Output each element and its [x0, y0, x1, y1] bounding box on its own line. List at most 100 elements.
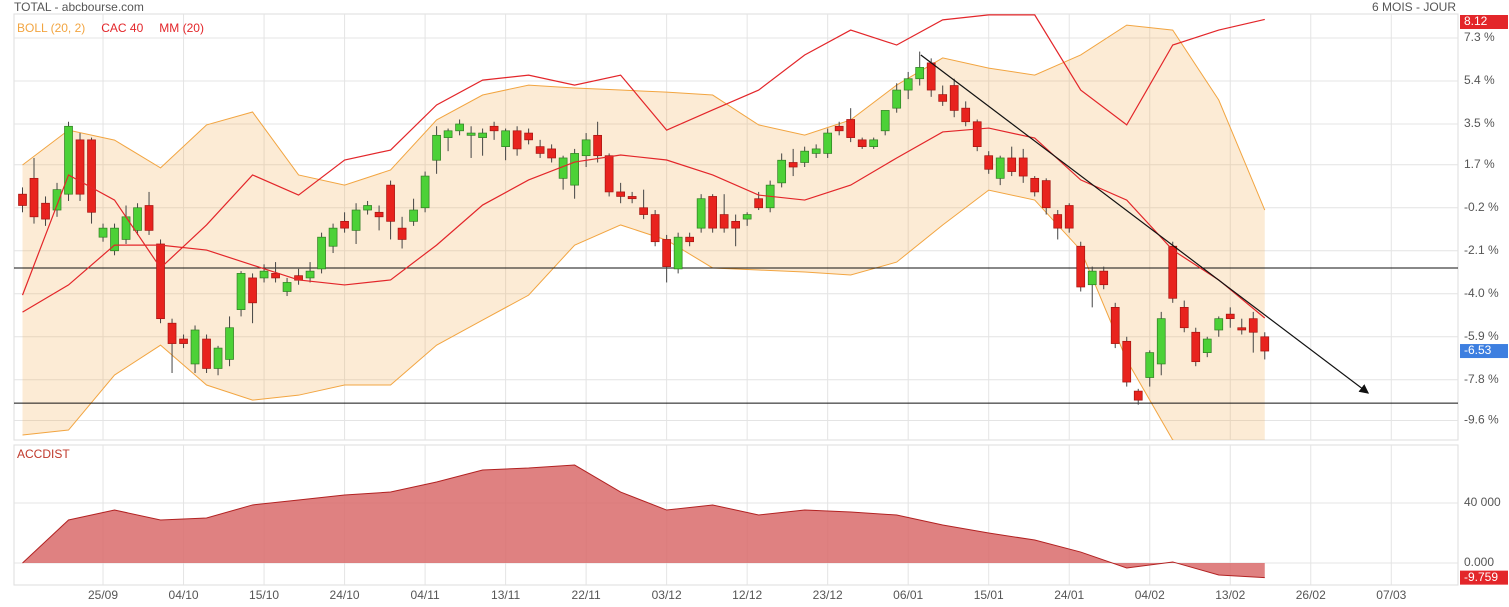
- candle-body: [420, 175, 430, 209]
- x-tick-label: 24/01: [1054, 588, 1084, 602]
- candle-body: [489, 125, 499, 132]
- accdist-area: [22, 465, 1265, 578]
- lower-pane: [13, 444, 1459, 586]
- candle-body: [512, 130, 522, 150]
- candle-body: [41, 202, 50, 220]
- x-tick-label: 13/11: [491, 588, 520, 602]
- candle-body: [110, 227, 119, 252]
- x-tick-label: 03/12: [652, 588, 682, 602]
- last-close-value: -6.53: [1464, 343, 1492, 357]
- y-tick-label: -9.6 %: [1464, 413, 1499, 427]
- candle-body: [409, 209, 418, 222]
- candle-body: [627, 196, 637, 200]
- candle-body: [1191, 331, 1201, 363]
- candle-body: [374, 211, 384, 218]
- candle-body: [1064, 205, 1074, 229]
- candle-body: [1225, 313, 1235, 320]
- candle-body: [650, 214, 660, 243]
- candle-body: [52, 189, 62, 211]
- candle-body: [282, 282, 292, 292]
- candle-body: [18, 193, 27, 206]
- candle-body: [696, 198, 706, 229]
- candle-body: [455, 123, 464, 132]
- cac40-last-value: 8.12: [1464, 14, 1488, 28]
- candle-body: [800, 150, 810, 163]
- accdist-last-value-box: [1460, 570, 1508, 585]
- candle-body: [340, 220, 349, 229]
- candle-body: [1076, 245, 1086, 288]
- candle-body: [984, 155, 994, 170]
- candle-body: [213, 347, 223, 369]
- candle-body: [708, 196, 718, 229]
- candle-body: [248, 277, 257, 304]
- candle-body: [754, 198, 764, 209]
- candle-body: [593, 134, 602, 157]
- candle-body: [1122, 340, 1132, 383]
- y-tick-label: 1.7 %: [1464, 157, 1495, 171]
- candle-body: [961, 107, 971, 123]
- candle-body: [1133, 390, 1143, 401]
- bollinger-band-area: [22, 25, 1265, 440]
- x-tick-label: 15/10: [249, 588, 279, 602]
- y-tick-label: 7.3 %: [1464, 30, 1495, 44]
- candle-body: [823, 132, 833, 154]
- y-tick-label: -2.1 %: [1464, 243, 1499, 257]
- candle-body: [144, 205, 154, 231]
- x-tick-label: 04/11: [411, 588, 440, 602]
- y-tick-label: -5.9 %: [1464, 329, 1499, 343]
- candle-body: [1099, 270, 1109, 286]
- x-tick-label: 25/09: [88, 588, 118, 602]
- candle-body: [811, 148, 821, 154]
- candle-body: [1007, 157, 1017, 172]
- candle-body: [639, 207, 648, 215]
- candle-body: [87, 139, 96, 213]
- candle-body: [777, 159, 787, 184]
- candle-body: [731, 220, 741, 229]
- x-tick-label: 04/10: [169, 588, 199, 602]
- x-tick-label: 12/12: [732, 588, 762, 602]
- candle-body: [386, 184, 395, 222]
- candle-body: [133, 207, 142, 231]
- main-plot: [14, 14, 1458, 440]
- candle-body: [64, 125, 73, 195]
- candle-body: [869, 139, 879, 147]
- legend-entry: BOLL (20, 2): [17, 21, 85, 35]
- legend-entry: MM (20): [159, 21, 204, 35]
- candle-body: [75, 139, 85, 195]
- candle-body: [225, 327, 234, 360]
- y-tick-label: -0.2 %: [1464, 200, 1499, 214]
- candle-body: [156, 243, 165, 320]
- candle-body: [535, 146, 545, 154]
- candle-body: [1041, 180, 1051, 209]
- candle-body: [328, 227, 338, 247]
- candle-body: [604, 155, 614, 193]
- candle-body: [478, 132, 487, 138]
- trendline: [920, 54, 1370, 394]
- candle-body: [524, 132, 533, 141]
- candle-body: [570, 153, 579, 186]
- candle-body: [903, 78, 913, 91]
- x-tick-label: 04/02: [1135, 588, 1165, 602]
- candle-body: [616, 191, 625, 197]
- candle-body: [742, 214, 752, 220]
- candle-body: [466, 132, 476, 136]
- candle-body: [846, 119, 856, 138]
- candle-body: [662, 239, 671, 267]
- y-tick-label: -4.0 %: [1464, 286, 1499, 300]
- candle-body: [29, 177, 39, 218]
- y-tick-label: -7.8 %: [1464, 372, 1499, 386]
- y-tick-label: 5.4 %: [1464, 73, 1495, 87]
- candle-body: [1053, 214, 1063, 229]
- candle-body: [719, 214, 729, 229]
- x-tick-label: 07/03: [1376, 588, 1406, 602]
- main-pane: [13, 13, 1459, 441]
- candle-body: [938, 94, 948, 102]
- candle-body: [202, 338, 211, 369]
- candle-body: [673, 236, 683, 270]
- candle-body: [259, 270, 269, 279]
- candle-body: [190, 329, 200, 365]
- candle-body: [581, 139, 591, 157]
- candle-body: [995, 157, 1005, 179]
- candle-body: [1110, 307, 1120, 344]
- candle-body: [1145, 352, 1155, 378]
